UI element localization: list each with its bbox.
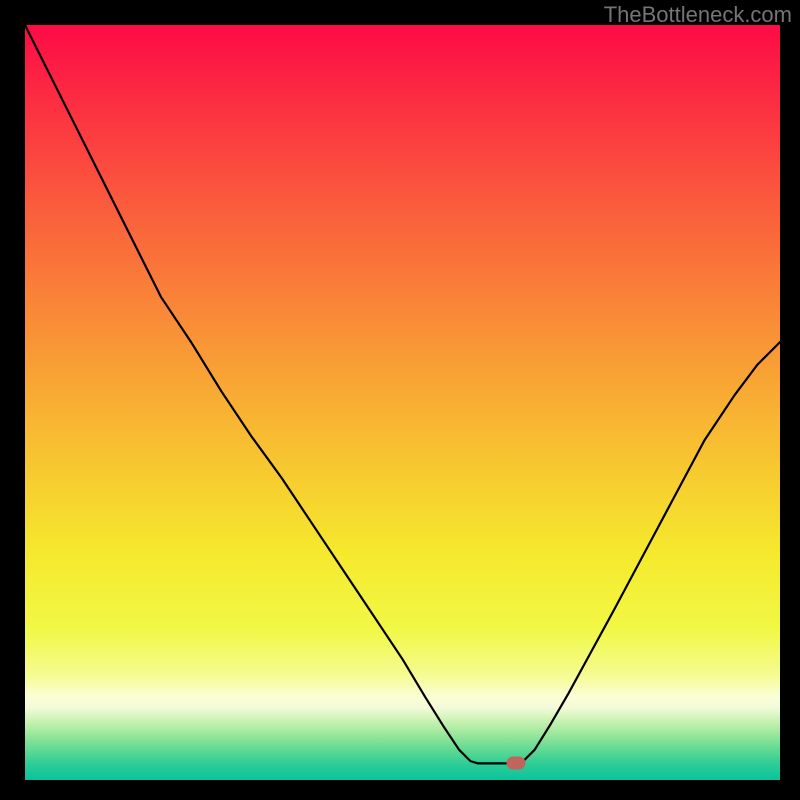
plot-area xyxy=(25,25,780,780)
chart-container: TheBottleneck.com xyxy=(0,0,800,800)
optimum-marker xyxy=(506,757,525,770)
watermark-text: TheBottleneck.com xyxy=(604,2,792,28)
bottleneck-curve xyxy=(25,25,780,780)
